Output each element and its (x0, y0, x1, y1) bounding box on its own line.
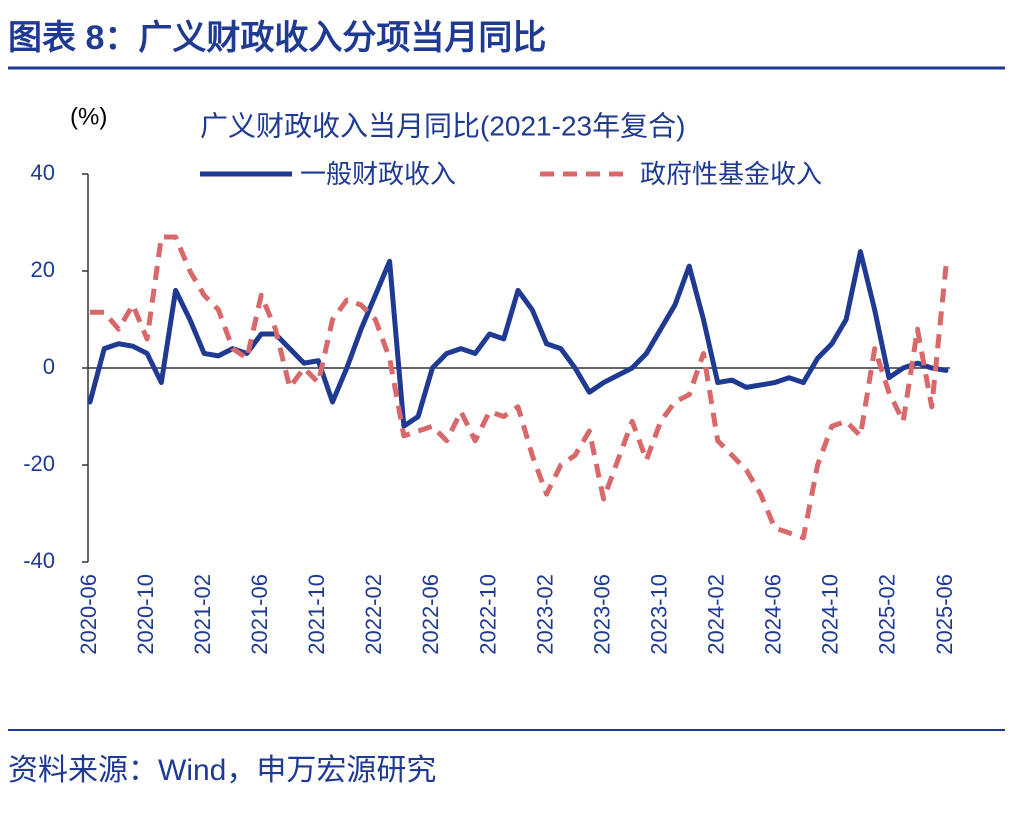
y-tick-label: 40 (31, 160, 55, 185)
x-tick-label: 2025-06 (932, 574, 957, 655)
y-axis-label: (%) (70, 103, 107, 130)
x-tick-label: 2020-06 (76, 574, 101, 655)
x-tick-label: 2023-06 (589, 574, 614, 655)
y-tick-label: 20 (31, 257, 55, 282)
x-tick-label: 2023-02 (532, 574, 557, 655)
legend-label: 一般财政收入 (300, 159, 456, 189)
x-tick-label: 2021-10 (304, 574, 329, 655)
legend-label: 政府性基金收入 (640, 159, 822, 189)
y-tick-label: 0 (43, 354, 55, 379)
x-tick-label: 2025-02 (875, 574, 900, 655)
x-tick-label: 2024-02 (704, 574, 729, 655)
x-tick-label: 2022-02 (361, 574, 386, 655)
x-tick-label: 2022-06 (418, 574, 443, 655)
source: 资料来源：Wind，申万宏源研究 (8, 754, 436, 787)
x-tick-label: 2024-06 (761, 574, 786, 655)
y-tick-label: -20 (23, 451, 55, 476)
x-tick-label: 2024-10 (818, 574, 843, 655)
series-line (90, 234, 949, 541)
page-title: 图表 8：广义财政收入分项当月同比 (8, 19, 546, 57)
x-tick-label: 2020-10 (133, 574, 158, 655)
x-tick-label: 2021-06 (247, 574, 272, 655)
chart-title: 广义财政收入当月同比(2021-23年复合) (200, 110, 685, 141)
x-tick-label: 2022-10 (475, 574, 500, 655)
x-tick-label: 2021-02 (190, 574, 215, 655)
series-line (87, 249, 949, 429)
x-tick-label: 2023-10 (646, 574, 671, 655)
y-tick-label: -40 (23, 548, 55, 573)
